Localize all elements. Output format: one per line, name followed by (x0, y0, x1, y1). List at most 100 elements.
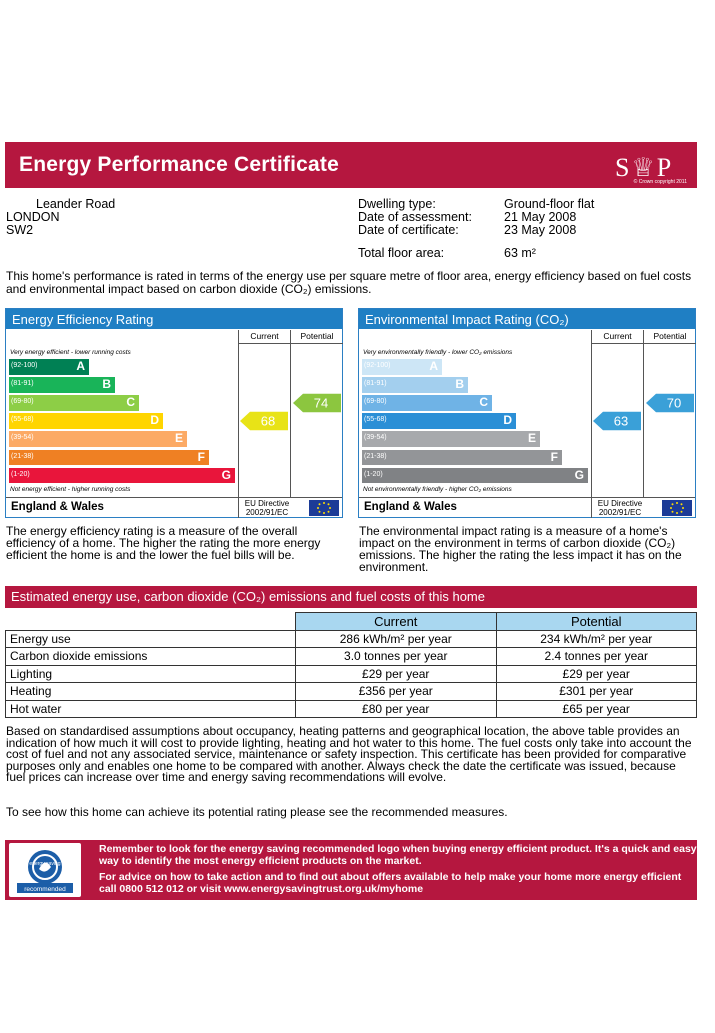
environment-band-d: (55-68) D (362, 413, 516, 429)
environment-footer: England & Wales EU Directive 2002/91/EC (359, 497, 695, 518)
environment-eu-directive: EU Directive 2002/91/EC (597, 499, 643, 517)
efficiency-band-range: (1-20) (11, 470, 30, 478)
eu-flag-icon (309, 500, 339, 516)
efficiency-potential-value: 74 (314, 395, 328, 410)
environment-bottom-hint: Not environmentally friendly - higher CO… (363, 486, 512, 493)
efficiency-rating-arrows: 68 74 (240, 393, 341, 431)
efficiency-band-c: (69-80) C (9, 395, 139, 411)
environment-band-letter: E (527, 431, 536, 446)
efficiency-current-arrow (240, 411, 288, 431)
efficiency-potential-header: Potential (290, 330, 343, 344)
environment-band-range: (69-80) (364, 398, 387, 406)
environment-band-range: (92-100) (364, 362, 391, 369)
page-title: Energy Performance Certificate (19, 153, 339, 176)
environment-band-letter: A (429, 359, 438, 373)
sap-logo-text: S♕P (615, 153, 674, 182)
address-line-3: SW2 (6, 223, 34, 237)
address-line-2: LONDON (6, 210, 60, 224)
environment-potential-value: 70 (667, 395, 681, 410)
efficiency-band-f: (21-38) F (9, 449, 209, 465)
efficiency-current-header: Current (238, 330, 290, 344)
energy-efficiency-rating-panel: Energy Efficiency Rating Current Potenti… (5, 308, 343, 518)
table-row: Energy use 286 kWh/m² per year 234 kWh/m² … (5, 629, 697, 648)
efficiency-band-range: (55-68) (11, 416, 34, 424)
environment-current-arrow (593, 411, 641, 431)
intro-text: This home's performance is rated in term… (6, 269, 692, 296)
estimate-potential-header: Potential (495, 612, 697, 631)
logo-top-text: energy saving (29, 861, 60, 867)
efficiency-band-letter: E (174, 431, 183, 446)
dwelling-details: Dwelling type: Ground-floor flat Date of … (358, 198, 594, 260)
efficiency-band-letter: B (102, 377, 111, 392)
environment-band-f: (21-38) F (362, 449, 562, 465)
environmental-impact-rating-panel: Environmental Impact Rating (CO₂) Curren… (358, 308, 696, 518)
efficiency-band-b: (81-91) B (9, 377, 115, 393)
environment-band-letter: F (550, 449, 558, 464)
estimate-current-header: Current (295, 612, 497, 631)
assessment-date-value: 21 May 2008 (504, 210, 577, 224)
efficiency-top-hint: Very energy efficient - lower running co… (10, 349, 131, 356)
sap-logo-copyright: © Crown copyright 2011 (633, 179, 687, 185)
certificate-date-value: 23 May 2008 (504, 223, 577, 237)
efficiency-footer: England & Wales EU Directive 2002/91/EC (6, 497, 342, 518)
certificate-header: Energy Performance Certificate S♕P © Cro… (5, 142, 697, 188)
column-divider (290, 344, 291, 497)
environment-band-g: (1-20) G (362, 467, 588, 484)
efficiency-band-a: (92-100) A (9, 359, 89, 375)
efficiency-region: England & Wales (11, 501, 104, 513)
environment-band-a: (92-100) A (362, 359, 442, 375)
efficiency-band-letter: C (126, 395, 135, 410)
environment-band-letter: G (574, 467, 584, 482)
environment-description: The environmental impact rating is a mea… (359, 524, 682, 574)
recommendation-paragraph: To see how this home can achieve its pot… (6, 805, 508, 819)
environment-top-hint: Very environmentally friendly - lower CO… (363, 349, 513, 356)
efficiency-bottom-hint: Not energy efficient - higher running co… (10, 486, 131, 493)
eu-flag-icon (662, 500, 692, 516)
efficiency-band-letter: F (197, 449, 205, 464)
environment-potential-arrow (646, 393, 694, 413)
environment-current-header: Current (591, 330, 643, 344)
energy-saving-recommended-logo: energy saving recommended (9, 843, 81, 897)
efficiency-band-d: (55-68) D (9, 413, 163, 429)
environment-band-range: (39-54) (364, 434, 387, 442)
column-divider (643, 344, 644, 497)
environment-potential-header: Potential (643, 330, 696, 344)
banner-line-1: Remember to look for the energy saving r… (99, 843, 697, 867)
column-divider (238, 344, 239, 497)
dwelling-type-label: Dwelling type: (358, 197, 436, 211)
environment-band-letter: C (479, 395, 488, 410)
property-address: Leander Road LONDON SW2 (6, 198, 115, 237)
table-row: Heating £356 per year £301 per year (5, 682, 697, 701)
efficiency-band-range: (92-100) (11, 362, 38, 369)
logo-bottom-text: recommended (24, 886, 66, 893)
environment-band-range: (1-20) (364, 470, 383, 478)
efficiency-band-range: (21-38) (11, 452, 34, 460)
efficiency-description: The energy efficiency rating is a measur… (6, 524, 321, 562)
banner-line-2: For advice on how to take action and to … (99, 871, 682, 895)
efficiency-band-range: (81-91) (11, 380, 34, 388)
environment-current-value: 63 (614, 414, 628, 429)
floor-area-value: 63 m² (504, 246, 536, 260)
efficiency-band-e: (39-54) E (9, 431, 187, 447)
floor-area-label: Total floor area: (358, 246, 445, 260)
efficiency-band-letter: A (76, 359, 85, 373)
estimate-section-title: Estimated energy use, carbon dioxide (CO… (5, 586, 697, 608)
efficiency-band-range: (69-80) (11, 398, 34, 406)
column-divider (591, 344, 592, 497)
sap-logo: S♕P © Crown copyright 2011 (615, 147, 687, 185)
energy-saving-banner: energy saving recommended Remember to lo… (5, 840, 697, 900)
certificate-date-label: Date of certificate: (358, 223, 459, 237)
environment-region: England & Wales (364, 501, 457, 513)
banner-text: Remember to look for the energy saving r… (99, 843, 697, 900)
environment-band-range: (81-91) (364, 380, 387, 388)
environment-band-letter: B (455, 377, 464, 392)
efficiency-potential-arrow (293, 393, 341, 413)
environmental-impact-title: Environmental Impact Rating (CO₂) (359, 309, 695, 329)
environment-band-range: (55-68) (364, 416, 387, 424)
efficiency-band-letter: D (150, 413, 159, 428)
assessment-date-label: Date of assessment: (358, 210, 472, 224)
table-row: Carbon dioxide emissions 3.0 tonnes per y… (5, 647, 697, 666)
estimate-table: Current Potential Energy use 286 kWh/m² p… (5, 612, 697, 718)
environment-band-b: (81-91) B (362, 377, 468, 393)
environment-band-range: (21-38) (364, 452, 387, 460)
